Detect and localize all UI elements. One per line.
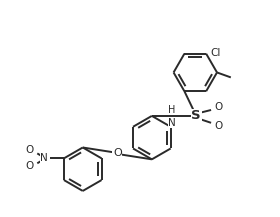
Text: O: O: [214, 121, 222, 131]
Text: H: H: [168, 105, 176, 115]
Text: S: S: [192, 109, 201, 122]
Text: Cl: Cl: [210, 48, 220, 58]
Text: O: O: [214, 102, 222, 112]
Text: N: N: [40, 153, 48, 163]
Text: O: O: [25, 161, 33, 171]
Text: O: O: [25, 145, 33, 155]
Text: O: O: [113, 148, 122, 158]
Text: N: N: [168, 118, 176, 128]
